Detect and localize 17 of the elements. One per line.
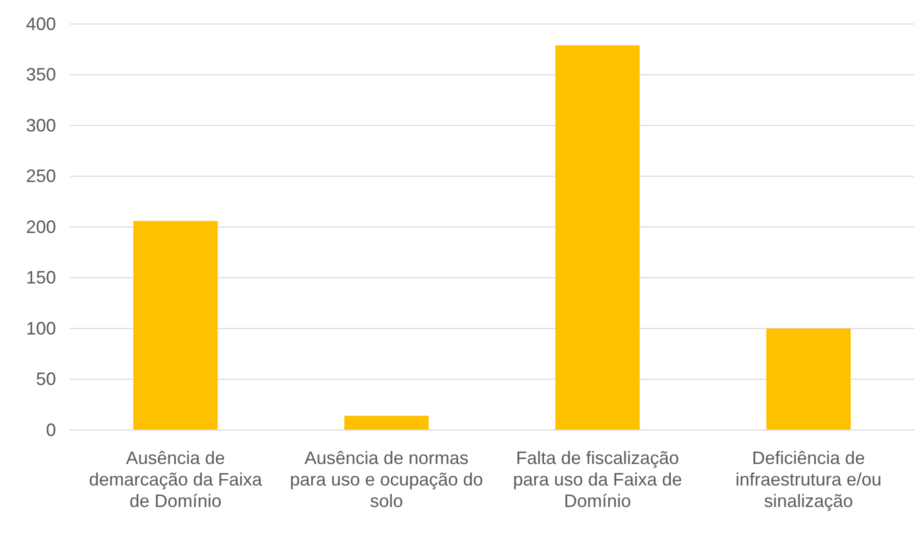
y-tick-label: 200 [26,216,56,237]
x-tick-label: Deficiência de infraestrutura e/ou sinalização [735,448,882,512]
bar [133,220,218,430]
x-tick-label: Falta de fiscalização para uso da Faixa de Domínio [512,448,682,512]
y-tick-label: 50 [36,369,56,390]
y-tick-label: 250 [26,166,56,186]
y-tick-label: 350 [26,64,56,85]
y-tick-label: 150 [26,268,56,288]
y-tick-label: 400 [26,14,56,34]
x-tick-label: Ausência de demarcação da Faixa de Domínio [88,448,264,512]
bar [766,328,851,430]
bar [555,45,640,430]
y-tick-label: 100 [26,318,56,338]
bar [344,416,429,430]
x-tick-label: Ausência de normas para uso e ocupação do solo [290,448,484,512]
y-tick-label: 0 [46,420,56,440]
y-tick-label: 300 [26,115,56,136]
